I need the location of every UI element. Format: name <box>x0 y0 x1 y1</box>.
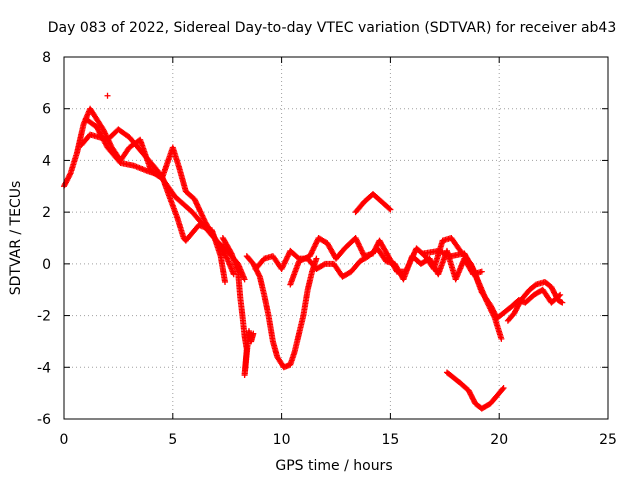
x-tick-label: 15 <box>381 432 399 448</box>
data-point <box>478 268 485 275</box>
data-point <box>559 299 566 306</box>
data-point <box>469 264 476 271</box>
data-point <box>227 249 234 256</box>
y-tick-label: 2 <box>42 205 51 221</box>
data-point <box>386 205 393 212</box>
y-tick-label: 8 <box>42 50 51 66</box>
plot-frame <box>63 56 609 420</box>
data-points <box>61 92 566 412</box>
axis-ticks <box>63 56 609 420</box>
data-point <box>387 206 394 213</box>
y-tick-label: 6 <box>42 102 51 118</box>
x-axis-label: GPS time / hours <box>275 458 392 474</box>
data-point <box>320 261 327 268</box>
data-point <box>500 384 507 391</box>
data-point <box>256 272 263 279</box>
y-tick-label: -6 <box>37 412 51 428</box>
data-point <box>250 330 257 337</box>
data-point <box>66 171 73 178</box>
x-tick-label: 5 <box>168 432 177 448</box>
y-tick-label: -2 <box>37 309 51 325</box>
x-tick-label: 0 <box>60 432 69 448</box>
data-point <box>313 255 320 262</box>
x-tick-label: 20 <box>490 432 508 448</box>
y-axis-label: SDTVAR / TECUs <box>8 181 24 296</box>
data-point <box>499 386 506 393</box>
tick-labels: 0 5 10 15 20 25 -6 -4 -2 0 2 4 6 8 <box>37 50 617 448</box>
y-tick-label: 0 <box>42 257 51 273</box>
y-tick-label: -4 <box>37 360 51 376</box>
data-point <box>241 276 248 283</box>
data-point <box>498 335 505 342</box>
x-tick-label: 25 <box>599 432 617 448</box>
y-tick-label: 4 <box>42 153 51 169</box>
x-tick-label: 10 <box>273 432 291 448</box>
data-point <box>222 278 229 285</box>
data-point <box>104 92 111 99</box>
chart-title: Day 083 of 2022, Sidereal Day-to-day VTE… <box>48 20 617 36</box>
